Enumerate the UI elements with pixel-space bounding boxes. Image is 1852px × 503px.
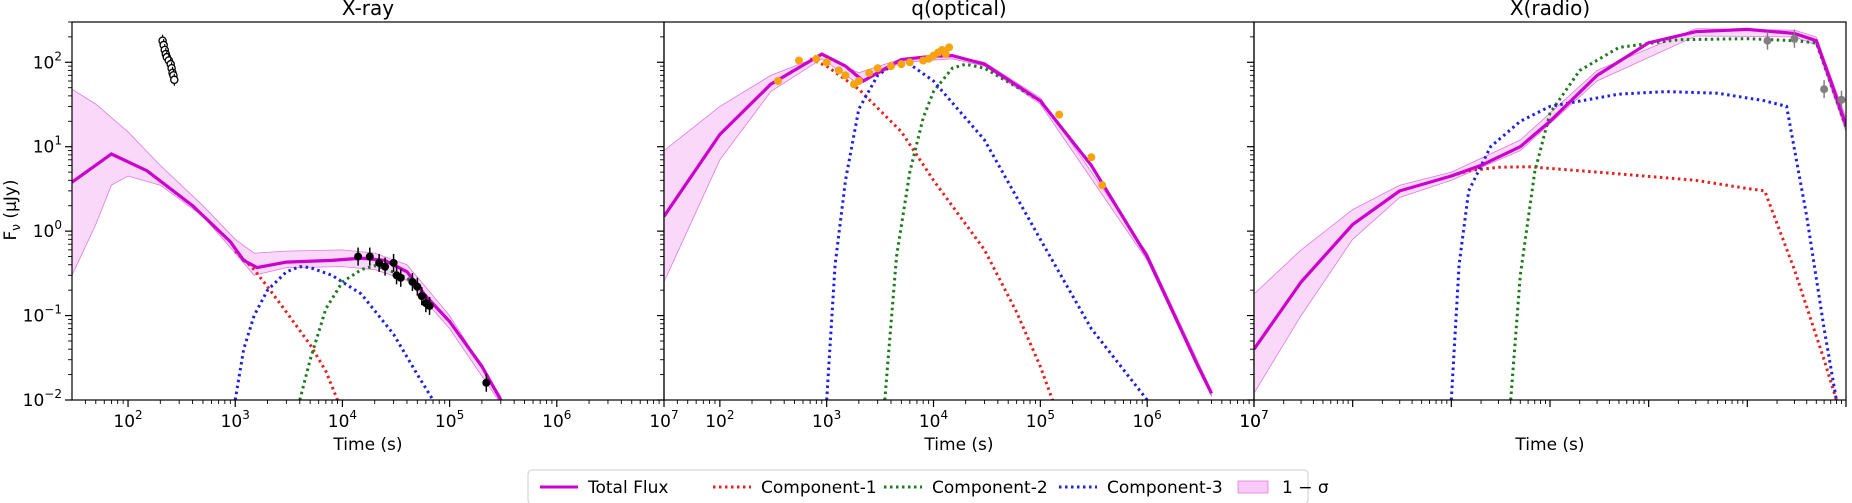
panel-2: X(radio) 107 Time (s) xyxy=(1239,0,1847,455)
data-point xyxy=(1837,95,1846,104)
component-1-line xyxy=(809,57,1054,400)
x-tick-label: 104 xyxy=(328,408,357,432)
data-point xyxy=(381,262,390,271)
data-point xyxy=(365,252,374,261)
data-point xyxy=(905,58,914,67)
component-3-line xyxy=(233,265,435,400)
data-point-open xyxy=(170,75,179,85)
x-tick-label: 106 xyxy=(542,408,571,432)
panel-frame xyxy=(71,21,665,401)
x-tick-label: 104 xyxy=(919,408,948,432)
legend-label: Component-1 xyxy=(761,478,877,498)
x-tick-label: 102 xyxy=(113,408,142,432)
data-point xyxy=(865,68,874,77)
data-point xyxy=(375,258,384,267)
panel-title: X(radio) xyxy=(1510,0,1590,20)
component-1-line xyxy=(1450,165,1838,400)
panel-1: q(optical) 102 103 104 105 106 107 Time (s) xyxy=(657,0,1269,455)
data-point xyxy=(834,66,843,75)
panel-title: q(optical) xyxy=(911,0,1006,20)
data-point xyxy=(417,292,426,301)
component-3-line xyxy=(1449,90,1838,400)
y-tick-label: 100 xyxy=(33,218,62,242)
data-point xyxy=(794,56,803,65)
x-tick-label: 103 xyxy=(221,408,250,432)
data-point xyxy=(841,71,850,80)
data-point xyxy=(941,50,950,59)
legend-item: Component-3 xyxy=(1059,478,1223,498)
panel-0: X-ray 102 103 104 105 106 107 Time (s) 10−2 10−1 1… xyxy=(23,0,679,455)
legend-label: Component-2 xyxy=(932,478,1048,498)
legend-item: Component-2 xyxy=(884,478,1048,498)
y-tick-label: 10−2 xyxy=(23,387,62,411)
legend-box xyxy=(527,469,1309,503)
data-point xyxy=(1763,36,1772,45)
y-tick-label: 101 xyxy=(33,134,62,158)
data-point xyxy=(945,43,954,52)
legend-label: 1 − σ xyxy=(1282,478,1329,498)
y-axis-label: Fν (μJy) xyxy=(1,179,23,240)
x-tick-label: 107 xyxy=(1239,408,1268,432)
data-point xyxy=(425,301,434,310)
x-tick-label: 102 xyxy=(705,408,734,432)
y-tick-label: 10−1 xyxy=(23,303,62,327)
data-point xyxy=(1820,85,1829,94)
legend: Total Flux Component-1 Component-2 Componen… xyxy=(527,469,1329,503)
data-point xyxy=(854,77,863,86)
legend-swatch xyxy=(1237,480,1269,494)
component-1-line xyxy=(234,250,339,400)
y-tick-label: 102 xyxy=(33,49,62,73)
data-point xyxy=(822,58,831,67)
data-point xyxy=(897,60,906,69)
data-point xyxy=(389,258,398,267)
data-point xyxy=(1790,34,1799,43)
panel-frame xyxy=(663,21,1255,401)
data-point xyxy=(812,54,821,63)
x-tick-label: 107 xyxy=(649,408,678,432)
data-point xyxy=(1087,153,1096,162)
panel-frame xyxy=(1253,21,1847,401)
x-axis-label: Time (s) xyxy=(1514,435,1584,455)
component-3-line xyxy=(825,60,1149,400)
data-point xyxy=(1098,181,1107,190)
panel-title: X-ray xyxy=(342,0,394,20)
data-point xyxy=(773,77,782,86)
data-point xyxy=(887,62,896,71)
x-axis-label: Time (s) xyxy=(332,435,402,455)
data-point xyxy=(873,64,882,73)
uncertainty-band xyxy=(1254,28,1846,395)
x-tick-label: 103 xyxy=(812,408,841,432)
data-point xyxy=(1055,110,1064,119)
legend-item: Total Flux xyxy=(540,478,668,498)
total-flux-line xyxy=(72,152,503,400)
data-point xyxy=(396,273,405,282)
legend-item: 1 − σ xyxy=(1237,478,1329,498)
data-point xyxy=(413,282,422,291)
legend-label: Total Flux xyxy=(587,478,668,498)
x-tick-label: 106 xyxy=(1133,408,1162,432)
uncertainty-band xyxy=(72,88,502,400)
data-point xyxy=(354,252,363,261)
component-2-line xyxy=(298,264,503,400)
total-flux-line xyxy=(1254,27,1846,351)
data-point xyxy=(482,378,491,387)
legend-item: Component-1 xyxy=(713,478,877,498)
x-tick-label: 107 xyxy=(1239,408,1268,432)
legend-label: Component-3 xyxy=(1107,478,1223,498)
x-tick-label: 105 xyxy=(435,408,464,432)
component-2-line xyxy=(1509,37,1846,400)
x-tick-label: 105 xyxy=(1026,408,1055,432)
x-axis-label: Time (s) xyxy=(923,435,993,455)
